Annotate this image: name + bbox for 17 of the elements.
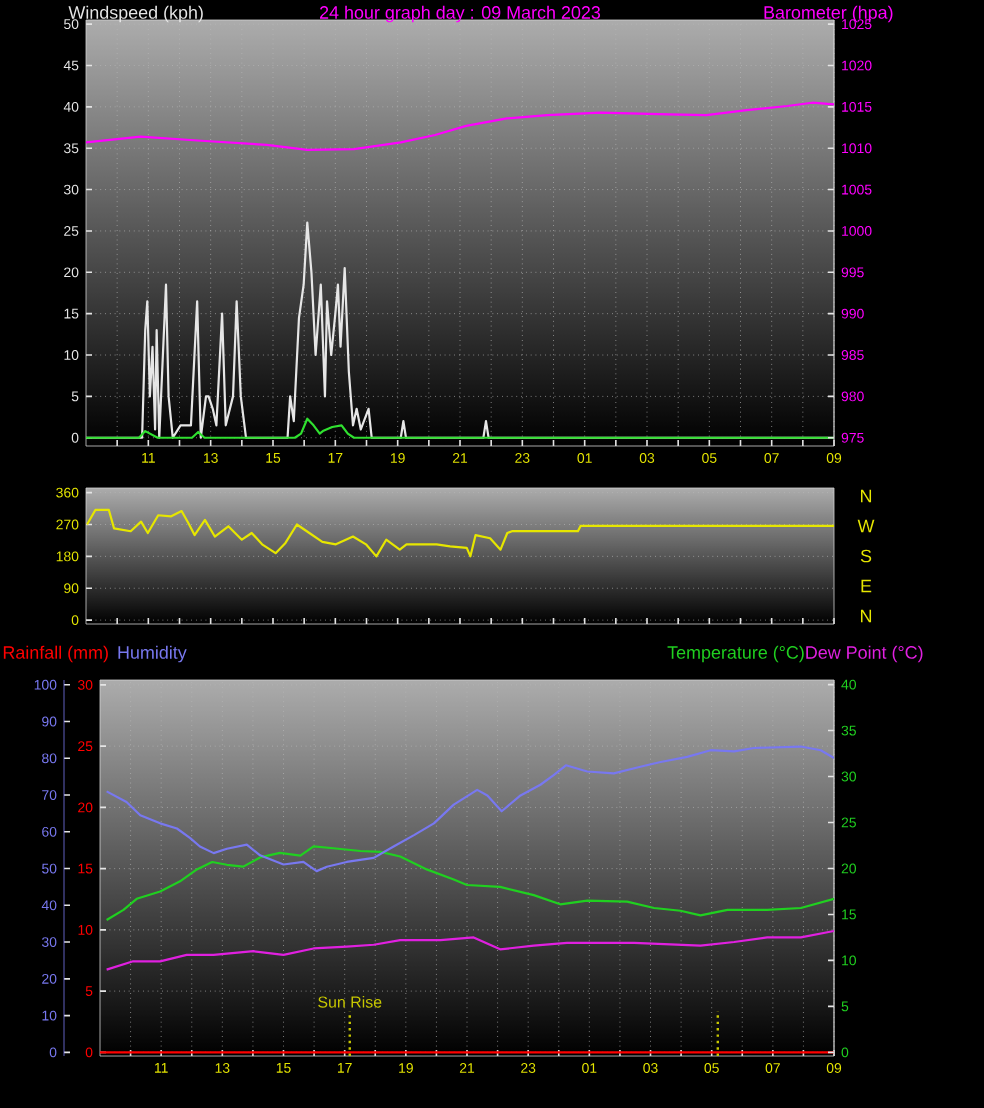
text: Rainfall (mm) (3, 645, 108, 663)
line-series (105, 929, 835, 971)
text: S (860, 549, 872, 563)
line-series (86, 508, 834, 558)
line-series (105, 845, 835, 922)
line-series (105, 745, 835, 873)
text: E (861, 579, 872, 593)
line-series (86, 417, 834, 439)
line-series (86, 101, 835, 151)
text: W (857, 519, 875, 533)
text: N (861, 609, 872, 623)
text: Dew Point (°C) (806, 645, 923, 663)
text: Temperature (°C) (667, 645, 804, 663)
text: Humidity (118, 645, 187, 663)
text: N (861, 489, 872, 503)
chart-title: 24 hour graph day : 09 March 2023 (320, 5, 601, 23)
text: Windspeed (kph) (68, 5, 203, 23)
